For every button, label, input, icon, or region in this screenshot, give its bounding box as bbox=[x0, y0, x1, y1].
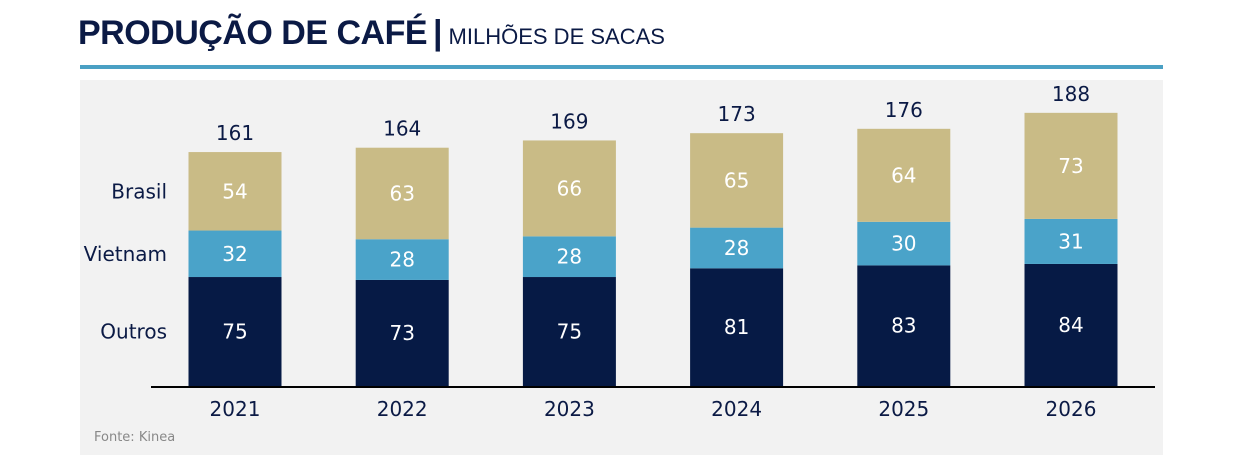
bar-brasil-2026 bbox=[1024, 112, 1118, 219]
bar-brasil-2025 bbox=[857, 128, 951, 222]
bar-vietnam-2022 bbox=[355, 239, 449, 280]
total-label: 161 bbox=[216, 121, 254, 145]
total-label: 169 bbox=[550, 109, 588, 133]
data-label: 75 bbox=[222, 320, 247, 344]
data-label: 28 bbox=[557, 245, 582, 269]
data-label: 81 bbox=[724, 315, 749, 339]
data-label: 54 bbox=[222, 179, 247, 203]
x-tick-label: 2025 bbox=[878, 397, 929, 421]
data-label: 65 bbox=[724, 168, 749, 192]
total-label: 164 bbox=[383, 117, 421, 141]
x-tick-label: 2024 bbox=[711, 397, 762, 421]
data-label: 75 bbox=[557, 320, 582, 344]
bar-brasil-2022 bbox=[355, 147, 449, 240]
chart-title: PRODUÇÃO DE CAFÉ | MILHÕES DE SACAS bbox=[78, 14, 665, 53]
source-note: Fonte: Kinea bbox=[94, 430, 176, 445]
legend-outros: Outros bbox=[100, 320, 167, 344]
bar-brasil-2021 bbox=[188, 152, 282, 231]
data-label: 66 bbox=[557, 176, 582, 200]
x-tick-label: 2023 bbox=[544, 397, 595, 421]
title-separator: | bbox=[433, 14, 443, 52]
data-label: 28 bbox=[389, 248, 414, 272]
bar-brasil-2023 bbox=[522, 140, 616, 237]
title-rule bbox=[80, 65, 1163, 69]
bar-outros-2025 bbox=[857, 265, 951, 386]
data-label: 32 bbox=[222, 242, 247, 266]
data-label: 64 bbox=[891, 163, 916, 187]
data-label: 31 bbox=[1058, 229, 1083, 253]
bar-outros-2021 bbox=[188, 277, 282, 386]
data-label: 84 bbox=[1058, 313, 1083, 337]
bar-vietnam-2025 bbox=[857, 221, 951, 266]
data-label: 73 bbox=[389, 321, 414, 345]
data-label: 30 bbox=[891, 232, 916, 256]
title-main: PRODUÇÃO DE CAFÉ bbox=[78, 14, 428, 52]
total-label: 188 bbox=[1052, 82, 1090, 106]
bar-vietnam-2024 bbox=[690, 227, 784, 269]
bar-outros-2026 bbox=[1024, 263, 1118, 386]
title-subtitle: MILHÕES DE SACAS bbox=[448, 24, 665, 49]
bar-outros-2023 bbox=[522, 277, 616, 386]
bar-vietnam-2026 bbox=[1024, 218, 1118, 264]
bar-vietnam-2021 bbox=[188, 230, 282, 278]
bar-brasil-2024 bbox=[690, 133, 784, 228]
bar-outros-2024 bbox=[690, 268, 784, 386]
bar-outros-2022 bbox=[355, 279, 449, 386]
total-label: 173 bbox=[718, 102, 756, 126]
x-tick-label: 2022 bbox=[377, 397, 428, 421]
x-tick-label: 2021 bbox=[210, 397, 261, 421]
bar-vietnam-2023 bbox=[522, 236, 616, 278]
data-label: 28 bbox=[724, 236, 749, 260]
data-label: 73 bbox=[1058, 154, 1083, 178]
total-label: 176 bbox=[885, 98, 923, 122]
legend-brasil: Brasil bbox=[111, 179, 167, 203]
x-tick-label: 2026 bbox=[1046, 397, 1097, 421]
data-label: 63 bbox=[389, 181, 414, 205]
legend-vietnam: Vietnam bbox=[84, 242, 167, 266]
data-label: 83 bbox=[891, 314, 916, 338]
